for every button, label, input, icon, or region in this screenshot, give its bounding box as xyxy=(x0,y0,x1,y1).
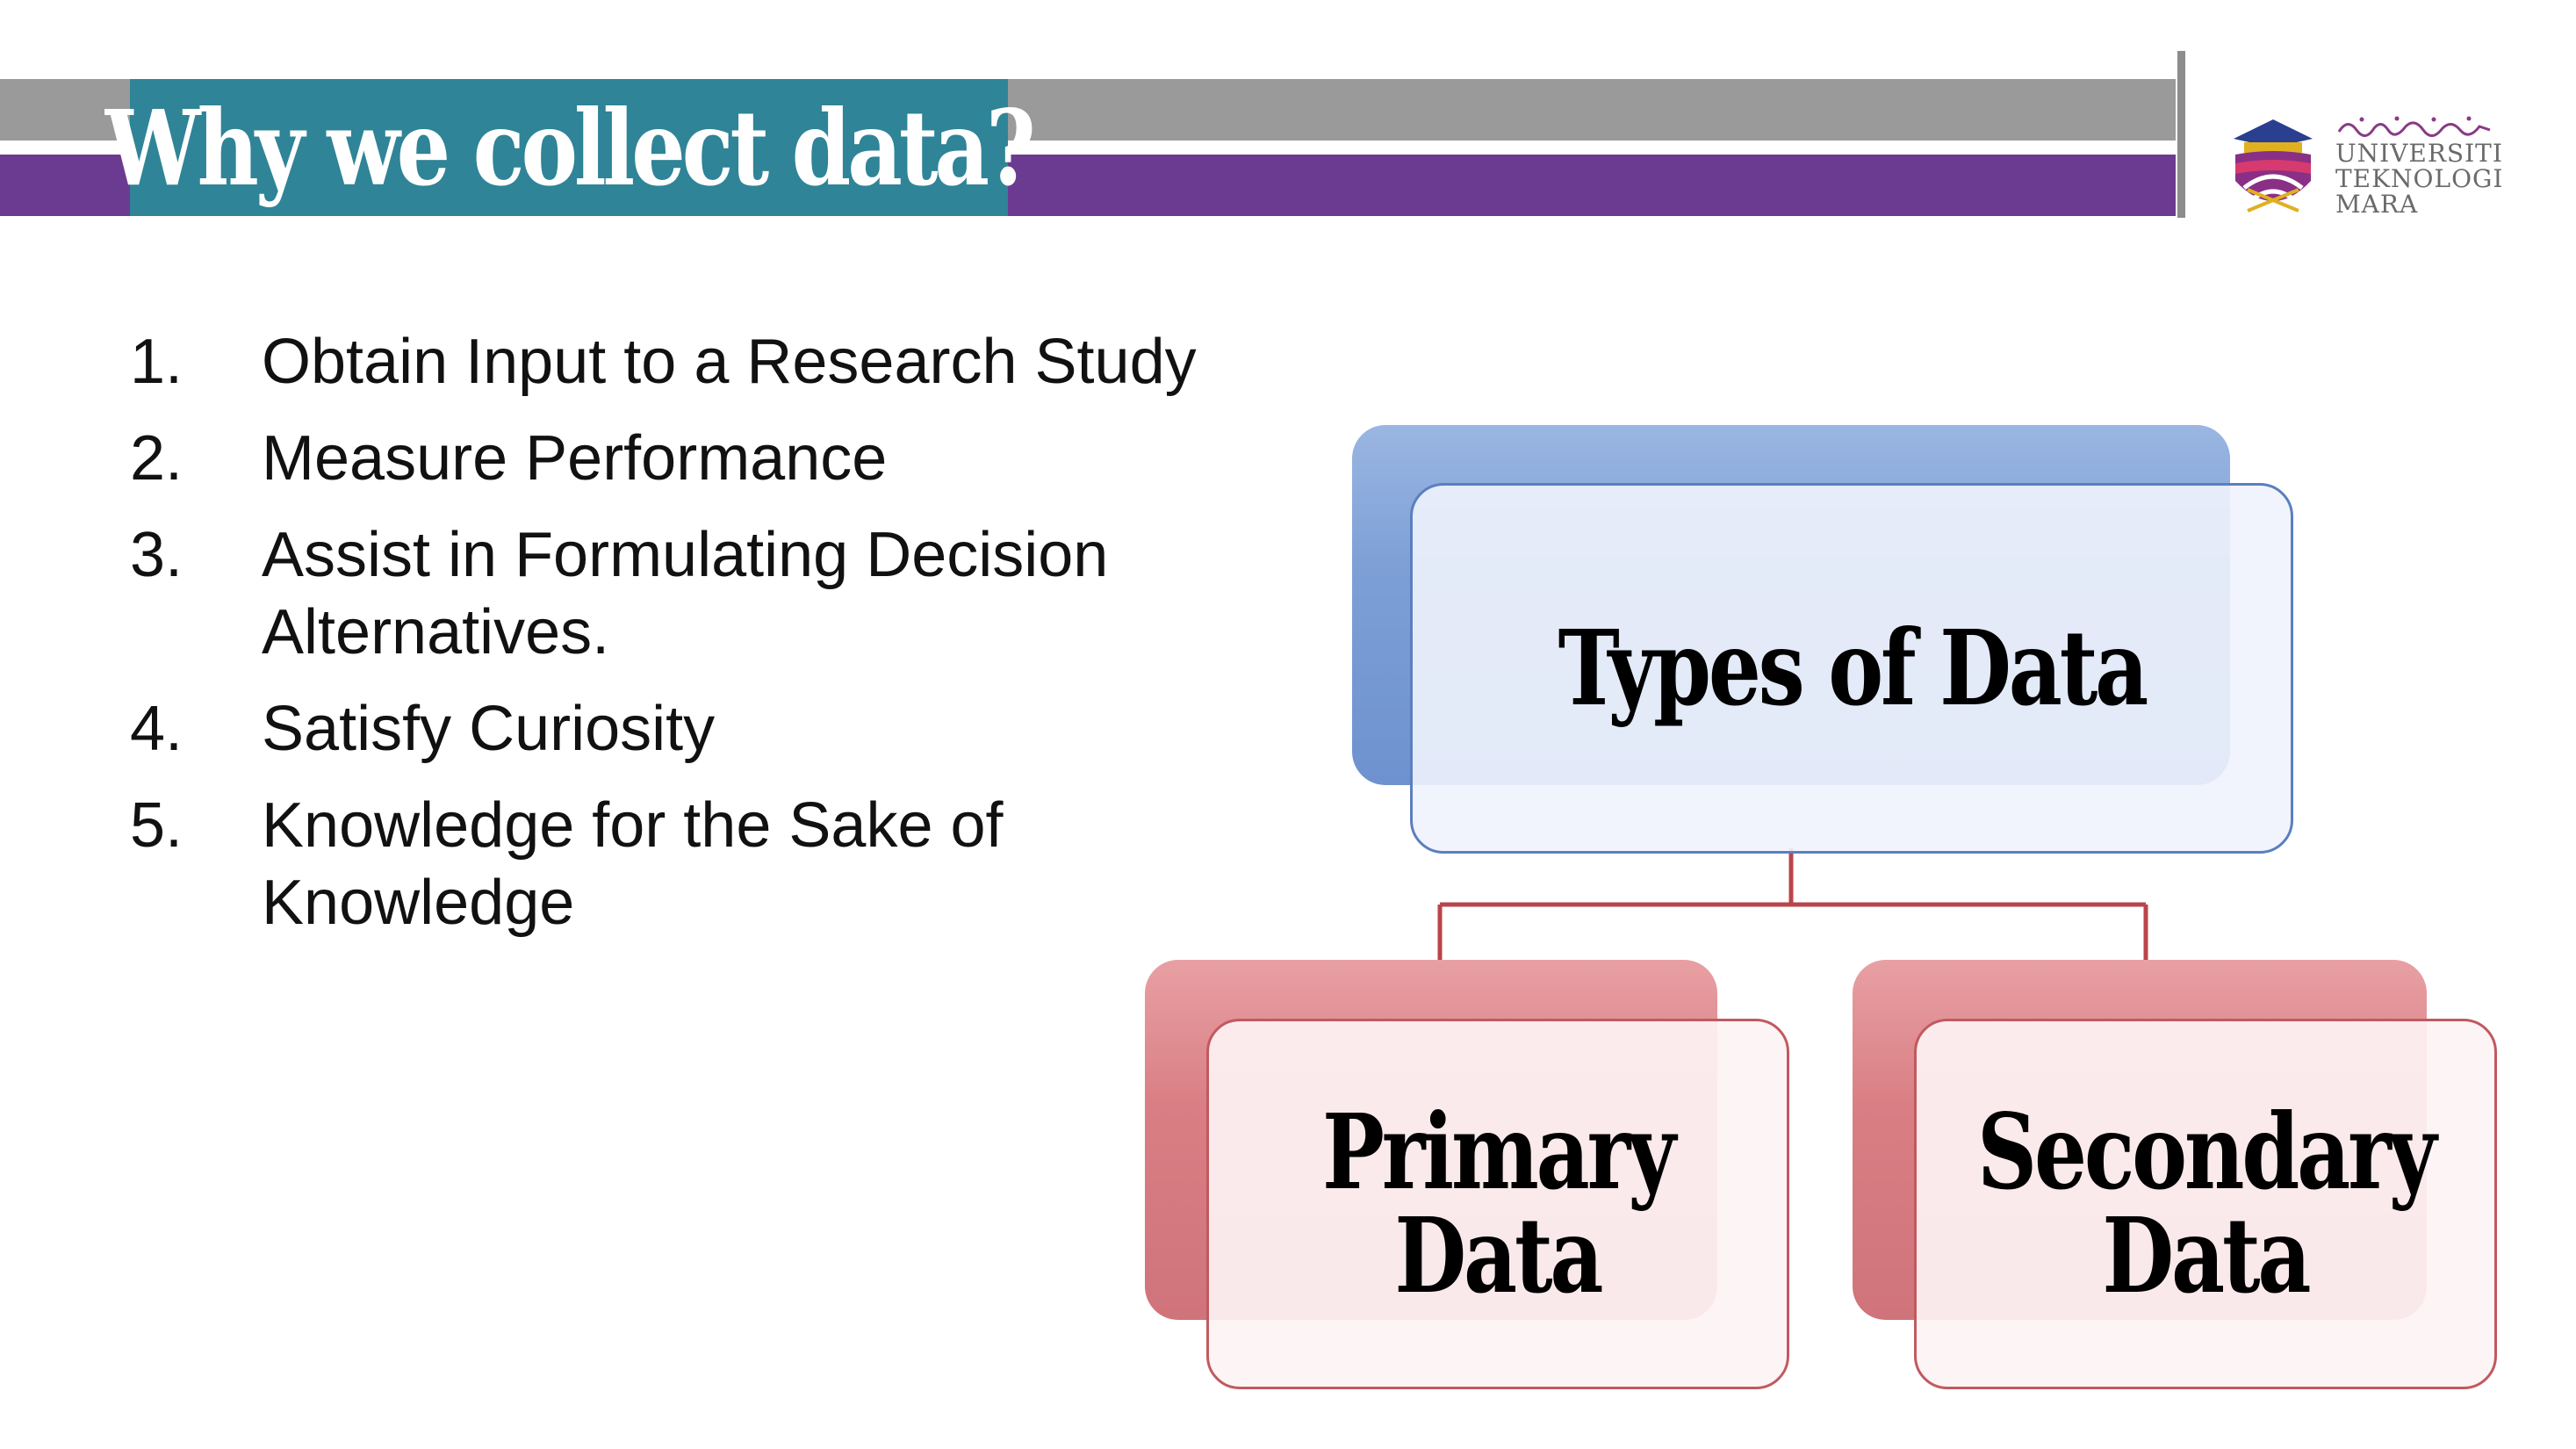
list-item-text: Measure Performance xyxy=(262,423,888,494)
wordmark-line-2: TEKNOLOGI xyxy=(2335,164,2504,193)
secondary-node-line-1: Secondary xyxy=(1976,1091,2436,1213)
list-item-text: Satisfy Curiosity xyxy=(262,694,716,764)
list-item-number: 3. xyxy=(130,520,183,590)
wordmark-line-3: MARA xyxy=(2335,190,2419,219)
wordmark-line-1: UNIVERSITI xyxy=(2335,139,2503,168)
header-divider xyxy=(2177,51,2185,218)
list-item: 5. Knowledge for the Sake of Knowledge xyxy=(130,787,1236,941)
list-item: 2. Measure Performance xyxy=(130,420,1236,497)
title-banner: Why we collect data? xyxy=(105,79,1036,216)
list-item: 1. Obtain Input to a Research Study xyxy=(130,323,1236,400)
primary-node-line-2: Data xyxy=(1394,1194,1604,1316)
jawi-script-logo xyxy=(2337,116,2491,137)
list-item-number: 5. xyxy=(130,790,183,861)
list-item-number: 4. xyxy=(130,694,183,764)
list-item-text: Assist in Formulating Decision Alternati… xyxy=(262,520,1109,667)
list-item-number: 2. xyxy=(130,423,183,494)
list-item-number: 1. xyxy=(130,327,183,397)
reasons-list: 1. Obtain Input to a Research Study 2. M… xyxy=(130,323,1236,961)
primary-data-node: Primary Data xyxy=(1206,1019,1789,1389)
root-node: Types of Data xyxy=(1410,483,2293,854)
list-item: 3. Assist in Formulating Decision Altern… xyxy=(130,516,1236,671)
slide-title: Why we collect data? xyxy=(105,86,1036,209)
university-wordmark: UNIVERSITI TEKNOLOGI MARA xyxy=(2335,114,2529,220)
primary-node-line-1: Primary xyxy=(1322,1091,1676,1213)
secondary-data-node: Secondary Data xyxy=(1914,1019,2497,1389)
list-item-text: Knowledge for the Sake of Knowledge xyxy=(262,790,1004,938)
list-item: 4. Satisfy Curiosity xyxy=(130,690,1236,768)
uitm-crest-icon xyxy=(2228,116,2318,218)
list-item-text: Obtain Input to a Research Study xyxy=(262,327,1197,397)
root-node-label: Types of Data xyxy=(1558,607,2148,729)
secondary-node-line-2: Data xyxy=(2102,1194,2312,1316)
